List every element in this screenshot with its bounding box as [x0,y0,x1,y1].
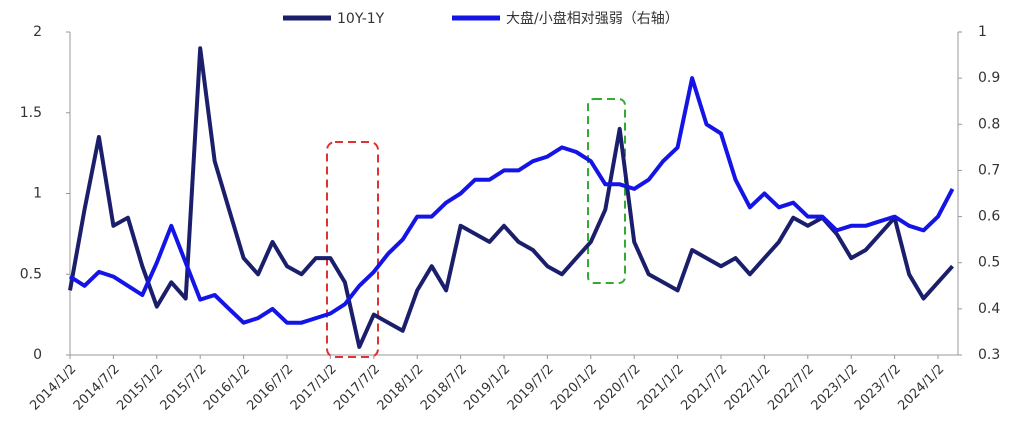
x-tick-label: 2019/7/2 [505,362,557,414]
x-tick-label: 2017/7/2 [331,362,383,414]
y2-tick-label: 0.7 [978,162,1000,178]
y2-tick-label: 0.4 [978,301,1000,317]
y2-tick-label: 0.6 [978,209,1000,225]
highlight-box [326,141,379,358]
highlight-box [587,98,626,284]
x-tick-label: 2018/1/2 [375,362,427,414]
y2-tick-label: 1 [978,24,987,40]
x-tick-label: 2016/1/2 [201,362,253,414]
line-series [68,76,955,325]
y2-tick-label: 0.9 [978,70,1000,86]
x-tick-label: 2015/7/2 [158,362,210,414]
y2-tick-label: 0.5 [978,255,1000,271]
x-tick-label: 2014/7/2 [71,362,123,414]
x-tick-label: 2019/1/2 [461,362,513,414]
y-tick-label: 1.5 [20,105,42,121]
x-tick-label: 2021/1/2 [635,362,687,414]
x-tick-label: 2020/7/2 [592,362,644,414]
x-tick-label: 2021/7/2 [678,362,730,414]
y-tick-label: 0.5 [20,266,42,282]
y-tick-label: 2 [33,24,42,40]
x-tick-label: 2015/1/2 [114,362,166,414]
y-tick-label: 0 [33,347,42,363]
y2-tick-label: 0.3 [978,347,1000,363]
x-tick-label: 2020/1/2 [548,362,600,414]
line-series [68,46,954,349]
x-tick-label: 2018/7/2 [418,362,470,414]
x-tick-label: 2017/1/2 [288,362,340,414]
x-tick-label: 2023/1/2 [809,362,861,414]
x-tick-label: 2014/1/2 [27,362,79,414]
x-tick-label: 2023/7/2 [852,362,904,414]
x-tick-label: 2016/7/2 [244,362,296,414]
legend-label: 10Y-1Y [337,11,385,27]
legend-label: 大盘/小盘相对强弱（右轴） [506,10,679,27]
y2-tick-label: 0.8 [978,116,1000,132]
y-tick-label: 1 [33,186,42,202]
x-tick-label: 2022/1/2 [722,362,774,414]
x-tick-label: 2024/1/2 [895,362,947,414]
x-tick-label: 2022/7/2 [765,362,817,414]
